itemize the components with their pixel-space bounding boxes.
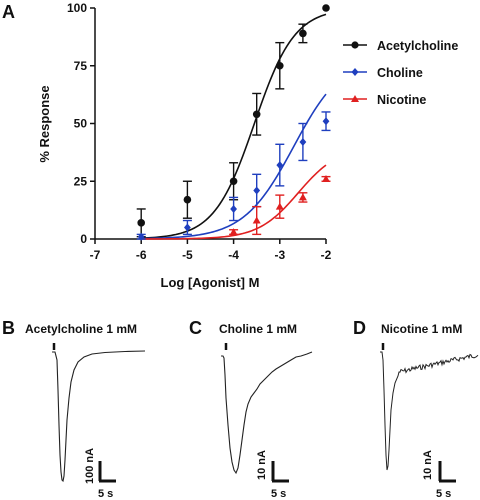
error-bars <box>136 23 331 240</box>
legend-label-nicotine: Nicotine <box>377 93 426 107</box>
data-point-choline <box>184 223 191 232</box>
legend-label-acetylcholine: Acetylcholine <box>377 39 458 53</box>
trace-title-choline: Choline 1 mM <box>219 322 297 336</box>
panel-label-c: C <box>189 318 202 338</box>
data-point-nicotine <box>275 202 284 210</box>
data-point-choline <box>322 117 330 126</box>
scale-bar-b: 100 nA 5 s <box>84 448 116 500</box>
data-point-choline <box>276 161 284 170</box>
scale-bar-c: 10 nA 5 s <box>256 450 289 500</box>
panel-label-d: D <box>353 318 366 338</box>
data-point-acetylcholine <box>299 29 307 38</box>
scale-label-time-d: 5 s <box>436 488 451 500</box>
data-point-choline <box>137 232 145 241</box>
legend-item-nicotine: Nicotine <box>343 93 426 107</box>
panel-label-a: A <box>2 2 15 22</box>
x-axis-ticks: -7 -6 -5 -4 -3 -2 <box>90 239 332 262</box>
panel-label-b: B <box>2 318 15 338</box>
legend-marker-nicotine <box>351 95 359 102</box>
trace-title-acetylcholine: Acetylcholine 1 mM <box>25 322 137 336</box>
x-tick-label: -3 <box>274 248 285 262</box>
y-axis-ticks: 0 25 50 75 100 <box>67 1 95 246</box>
fit-curve-nicotine <box>141 164 327 240</box>
data-point-acetylcholine <box>183 195 192 204</box>
data-point-acetylcholine <box>276 61 284 70</box>
data-point-acetylcholine <box>252 110 261 119</box>
y-tick-label: 100 <box>67 1 87 15</box>
current-trace-choline <box>221 351 313 475</box>
acetylcholine-trace-panel: B Acetylcholine 1 mM 100 nA 5 s <box>2 318 146 500</box>
x-tick-label: -4 <box>228 248 239 262</box>
x-tick-label: -2 <box>321 248 332 262</box>
scale-label-current-d: 10 nA <box>422 450 434 480</box>
scale-bar-d: 10 nA 5 s <box>422 450 456 500</box>
fit-curve-choline <box>141 93 327 240</box>
data-point-choline <box>230 204 237 213</box>
choline-trace-panel: C Choline 1 mM 10 nA 5 s <box>189 318 313 500</box>
legend-item-acetylcholine: Acetylcholine <box>343 39 458 53</box>
scale-label-time-c: 5 s <box>271 488 286 500</box>
current-trace-acetylcholine <box>52 350 146 483</box>
y-axis-title: % Response <box>37 85 52 162</box>
x-tick-label: -5 <box>182 248 193 262</box>
data-point-choline <box>299 137 307 146</box>
dose-response-panel: A 0 25 50 75 100 -7 -6 -5 -4 -3 -2 % Response Log… <box>2 1 458 290</box>
legend-item-choline: Choline <box>343 66 423 80</box>
data-point-nicotine <box>322 174 330 182</box>
nicotine-trace-panel: D Nicotine 1 mM 10 nA 5 s <box>353 318 479 500</box>
x-axis-title: Log [Agonist] M <box>161 275 260 290</box>
scale-label-time-b: 5 s <box>98 488 113 500</box>
legend-label-choline: Choline <box>377 66 423 80</box>
y-tick-label: 25 <box>74 174 88 188</box>
data-point-nicotine <box>229 228 238 236</box>
y-tick-label: 75 <box>74 59 88 73</box>
scale-label-current-b: 100 nA <box>84 448 96 484</box>
current-trace-nicotine <box>380 351 479 471</box>
scale-label-current-c: 10 nA <box>256 450 268 480</box>
legend-marker-choline <box>351 68 359 76</box>
legend: Acetylcholine Choline Nicotine <box>343 39 458 107</box>
data-point-nicotine <box>252 216 261 224</box>
y-tick-label: 50 <box>74 117 88 131</box>
legend-marker-acetylcholine <box>351 41 359 49</box>
data-point-acetylcholine <box>229 177 238 186</box>
trace-title-nicotine: Nicotine 1 mM <box>381 322 462 336</box>
data-point-acetylcholine <box>322 4 330 12</box>
x-tick-label: -7 <box>90 248 101 262</box>
data-point-acetylcholine <box>137 219 145 227</box>
data-points <box>137 4 330 241</box>
x-tick-label: -6 <box>136 248 147 262</box>
y-tick-label: 0 <box>80 232 87 246</box>
data-point-choline <box>253 186 261 195</box>
data-point-nicotine <box>298 193 307 201</box>
